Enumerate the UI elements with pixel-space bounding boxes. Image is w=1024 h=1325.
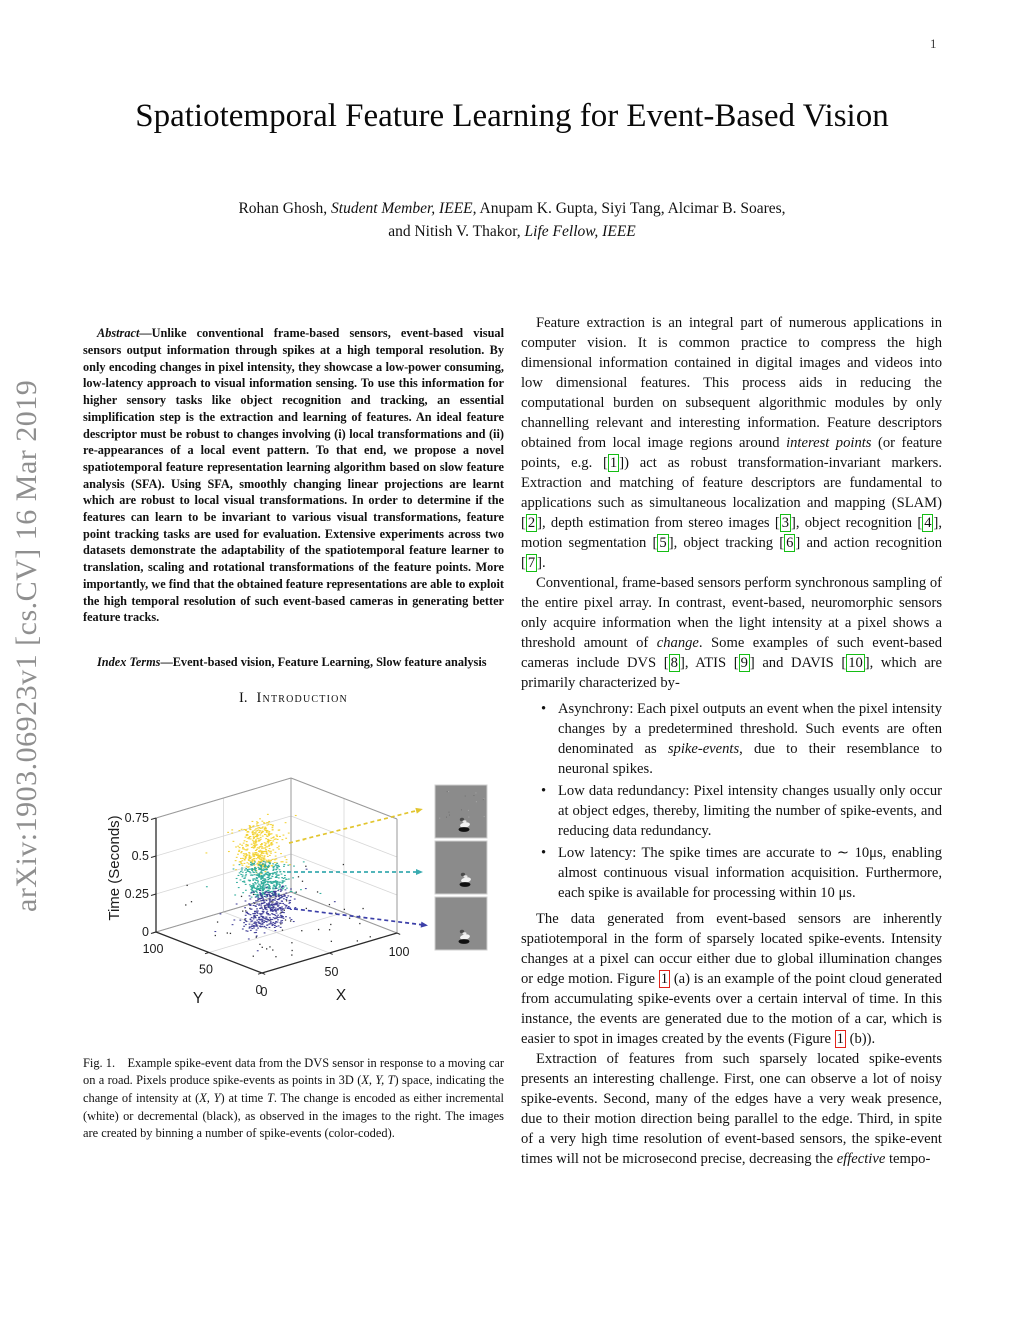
intro-paragraph-2: Conventional, frame-based sensors perfor… — [521, 575, 943, 691]
left-column: Abstract—Unlike conventional frame-based… — [83, 313, 504, 1156]
intro-paragraph-4: Extraction of features from such sparsel… — [521, 1051, 942, 1167]
intro-paragraph-1: Feature extraction is an integral part o… — [521, 315, 943, 572]
svg-text:100: 100 — [143, 942, 164, 956]
citation-link[interactable]: 4 — [922, 514, 934, 532]
author-line-2: and Nitish V. Thakor, Life Fellow, IEEE — [388, 223, 636, 240]
svg-text:X: X — [336, 987, 347, 1004]
citation-link[interactable]: 9 — [738, 654, 750, 672]
citation-link[interactable]: 7 — [525, 554, 538, 572]
figure-ref-link[interactable]: 1 — [658, 970, 671, 988]
figure-1-caption: Fig. 1. Example spike-event data from th… — [83, 1055, 504, 1141]
svg-text:Y: Y — [193, 990, 203, 1007]
figure-ref-link[interactable]: 1 — [834, 1030, 846, 1048]
list-item-low-latency: Low latency: The spike times are accurat… — [541, 843, 942, 903]
citation-link[interactable]: 3 — [779, 514, 791, 532]
paper-title: Spatiotemporal Feature Learning for Even… — [135, 98, 889, 134]
citation-link[interactable]: 10 — [846, 654, 865, 672]
citation-link[interactable]: 8 — [668, 654, 680, 672]
svg-text:0: 0 — [142, 925, 149, 939]
author-line-1: Rohan Ghosh, Student Member, IEEE, Anupa… — [238, 200, 786, 217]
abstract: Abstract—Unlike conventional frame-based… — [83, 326, 504, 625]
figure-1: 0 0.25 0.5 0.75 0 50 100 0 50 100 Y X Time (Seconds) — [83, 773, 504, 1013]
section-number: I. — [239, 689, 248, 706]
citation-link[interactable]: 6 — [784, 534, 796, 552]
svg-text:0.25: 0.25 — [125, 887, 149, 901]
sensor-properties-list: Asynchrony: Each pixel outputs an event … — [521, 699, 942, 903]
svg-text:Time (Seconds): Time (Seconds) — [106, 815, 123, 920]
svg-text:50: 50 — [325, 965, 339, 979]
list-item-asynchrony: Asynchrony: Each pixel outputs an event … — [541, 699, 942, 779]
svg-text:0: 0 — [261, 985, 268, 999]
figure-1-3d-scatter-plot: 0 0.25 0.5 0.75 0 50 100 0 50 100 Y X Time (Seconds) — [106, 777, 488, 1007]
svg-text:0.5: 0.5 — [132, 849, 149, 863]
right-column: Feature extraction is an integral part o… — [521, 313, 942, 1169]
svg-text:50: 50 — [199, 962, 213, 976]
section-heading-introduction: I. Introduction — [83, 690, 504, 707]
svg-text:100: 100 — [389, 945, 410, 959]
index-terms: Index Terms—Event-based vision, Feature … — [97, 654, 487, 669]
svg-text:0.75: 0.75 — [125, 811, 149, 825]
citation-link[interactable]: 5 — [657, 534, 669, 552]
list-item-low-data-redundancy: Low data redundancy: Pixel intensity cha… — [541, 781, 942, 841]
author-block: Rohan Ghosh, Student Member, IEEE, Anupa… — [112, 197, 912, 243]
citation-link[interactable]: 1 — [607, 454, 620, 472]
page-number: 1 — [930, 36, 937, 51]
arxiv-watermark: arXiv:1903.06923v1 [cs.CV] 16 Mar 2019 — [10, 379, 43, 913]
svg-text:0: 0 — [256, 983, 263, 997]
section-title: Introduction — [256, 689, 348, 706]
intro-paragraph-3: The data generated from event-based sens… — [521, 911, 942, 1048]
citation-link[interactable]: 2 — [525, 514, 538, 532]
